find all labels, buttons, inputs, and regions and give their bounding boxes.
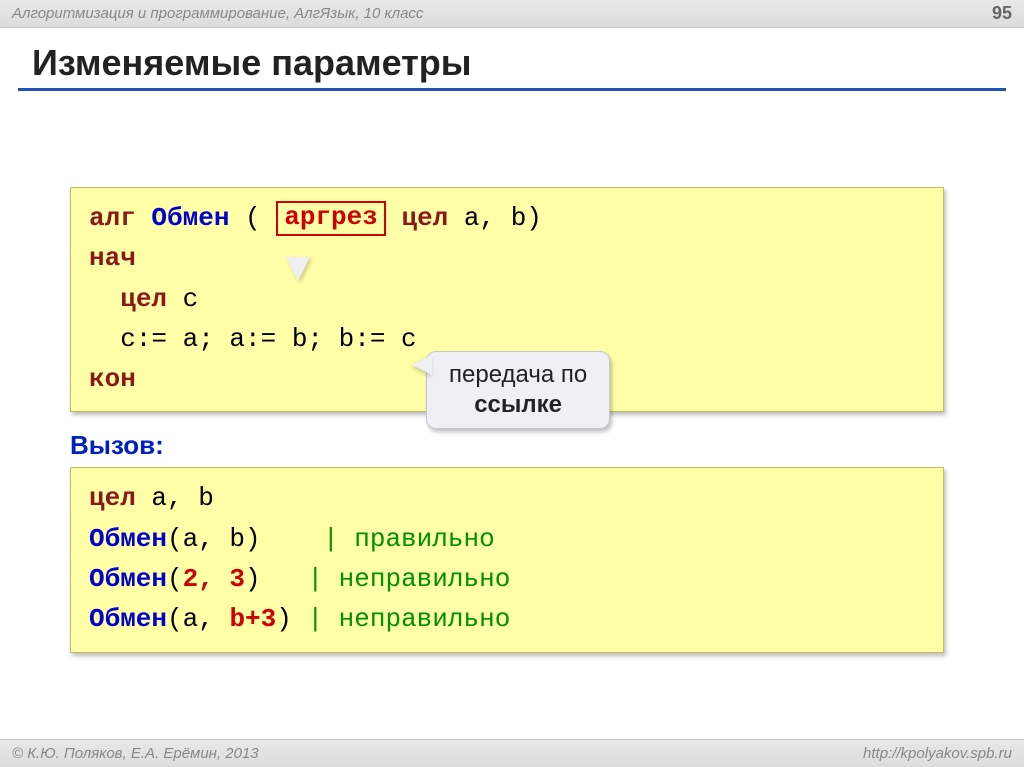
page-title: Изменяемые параметры xyxy=(32,42,1024,84)
code-line: цел c xyxy=(89,279,925,319)
title-rule xyxy=(18,88,1006,91)
callout-r-line2: ссылке xyxy=(449,390,587,420)
content-area: переменные могут изменяться (аргумент и … xyxy=(0,187,1024,653)
callout-top-pointer-icon xyxy=(286,257,310,281)
header-bar: Алгоритмизация и программирование, АлгЯз… xyxy=(0,0,1024,28)
code-block-call: цел a, b Обмен(a, b) | правильно Обмен(2… xyxy=(70,467,944,652)
footer-copyright: © К.Ю. Поляков, Е.А. Ерёмин, 2013 xyxy=(12,745,259,762)
callout-pass-by-reference: передача по ссылке xyxy=(426,351,610,429)
code-line: Обмен(a, b+3) | неправильно xyxy=(89,599,925,639)
footer-bar: © К.Ю. Поляков, Е.А. Ерёмин, 2013 http:/… xyxy=(0,739,1024,767)
code-line: Обмен(a, b) | правильно xyxy=(89,519,925,559)
code-line: цел a, b xyxy=(89,478,925,518)
code-line: нач xyxy=(89,238,925,278)
breadcrumb: Алгоритмизация и программирование, АлгЯз… xyxy=(12,5,423,22)
callout-right-pointer-icon xyxy=(412,355,432,375)
code-line: алг Обмен ( аргрез цел a, b) xyxy=(89,198,925,238)
callout-r-line1: передача по xyxy=(449,360,587,390)
code-line: Обмен(2, 3) | неправильно xyxy=(89,559,925,599)
footer-url: http://kpolyakov.spb.ru xyxy=(863,745,1012,762)
argrez-box: аргрез xyxy=(276,201,386,236)
page-number: 95 xyxy=(992,3,1012,24)
call-label: Вызов: xyxy=(70,430,984,461)
